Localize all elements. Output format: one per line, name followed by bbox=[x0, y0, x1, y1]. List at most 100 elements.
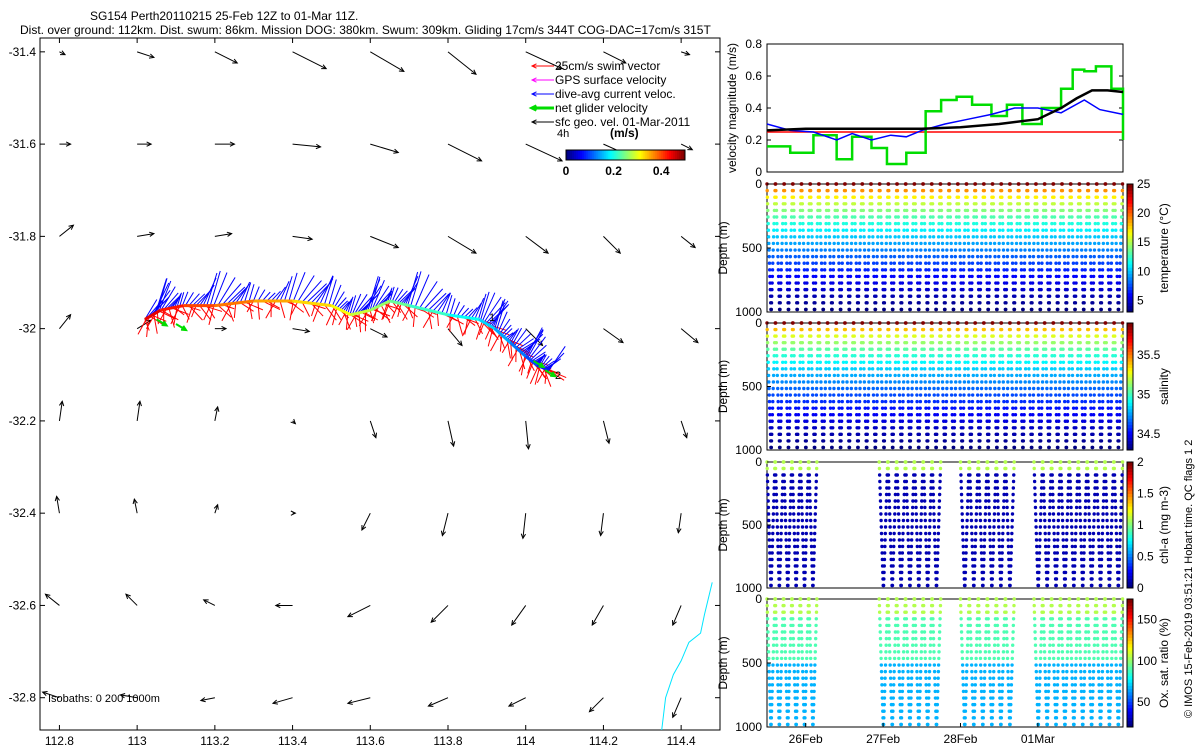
profile-point-chl bbox=[791, 499, 796, 503]
dac-vector bbox=[163, 292, 179, 310]
profile-point-salinity bbox=[1087, 347, 1091, 351]
profile-point-salinity bbox=[909, 413, 913, 417]
profile-point-temperature bbox=[788, 268, 792, 272]
profile-point-chl bbox=[775, 512, 779, 516]
profile-point-chl bbox=[879, 531, 884, 536]
profile-point-salinity bbox=[803, 419, 807, 423]
profile-point-salinity bbox=[1092, 399, 1096, 404]
profile-point-temperature bbox=[1026, 215, 1031, 219]
profile-point-salinity bbox=[919, 367, 924, 371]
profile-point-temperature bbox=[923, 228, 927, 232]
profile-point-salinity bbox=[786, 445, 790, 450]
profile-point-chl bbox=[918, 551, 922, 555]
profile-point-salinity bbox=[1105, 386, 1110, 391]
profile-point-chl bbox=[1039, 499, 1043, 503]
profile-point-salinity bbox=[906, 393, 910, 397]
profile-point-salinity bbox=[953, 393, 958, 397]
profile-point-temperature bbox=[992, 215, 996, 219]
profile-point-salinity bbox=[853, 354, 857, 358]
profile-point-chl bbox=[1007, 570, 1011, 575]
profile-point-temperature bbox=[951, 307, 955, 312]
profile-point-salinity bbox=[819, 393, 824, 397]
profile-point-temperature bbox=[887, 202, 891, 206]
profile-point-temperature bbox=[987, 268, 992, 272]
profile-point-salinity bbox=[1040, 399, 1044, 404]
profile-point-chl bbox=[1062, 557, 1066, 562]
profile-point-chl bbox=[1048, 492, 1053, 497]
profile-point-chl bbox=[808, 505, 813, 510]
profile-point-salinity bbox=[996, 406, 1001, 410]
profile-point-salinity bbox=[1026, 340, 1030, 345]
profile-point-temperature bbox=[931, 228, 936, 232]
profile-point-salinity bbox=[855, 439, 860, 443]
profile-point-temperature bbox=[864, 287, 868, 292]
colorbar-cell bbox=[673, 150, 676, 160]
dac-vector bbox=[501, 324, 512, 336]
profile-point-temperature bbox=[923, 241, 927, 246]
profile-point-salinity bbox=[872, 426, 877, 430]
profile-point-salinity bbox=[957, 347, 961, 351]
profile-point-salinity bbox=[936, 380, 941, 384]
surface-velocity-arrow-head bbox=[430, 617, 437, 624]
profile-point-salinity bbox=[817, 327, 822, 332]
profile-point-salinity bbox=[948, 360, 953, 365]
profile-point-chl bbox=[965, 531, 969, 536]
y-tick-label: -32.4 bbox=[9, 506, 37, 520]
colorbar-cell-temperature bbox=[1127, 206, 1133, 211]
profile-point-salinity bbox=[844, 360, 849, 365]
profile-point-temperature bbox=[780, 235, 784, 239]
profile-point-temperature bbox=[1006, 221, 1011, 226]
profile-point-salinity bbox=[850, 367, 854, 371]
profile-point-chl bbox=[1041, 460, 1045, 464]
profile-point-salinity bbox=[1031, 399, 1035, 404]
profile-point-temperature bbox=[1053, 235, 1057, 239]
profile-point-chl bbox=[1060, 499, 1064, 503]
profile-point-temperature bbox=[897, 248, 902, 252]
profile-point-salinity bbox=[958, 406, 963, 410]
profile-point-chl bbox=[995, 492, 1000, 497]
profile-point-temperature bbox=[948, 202, 952, 206]
profile-point-salinity bbox=[1054, 393, 1058, 397]
profile-point-chl bbox=[1057, 505, 1061, 510]
profile-point-salinity bbox=[1029, 445, 1034, 450]
profile-point-temperature bbox=[1113, 202, 1117, 206]
profile-point-salinity bbox=[815, 380, 819, 384]
dac-vector bbox=[414, 274, 430, 308]
profile-point-temperature bbox=[1072, 301, 1077, 305]
dac-vector bbox=[340, 301, 350, 311]
profile-point-salinity bbox=[788, 399, 792, 404]
surface-velocity-arrow bbox=[136, 319, 152, 330]
profile-point-salinity bbox=[942, 419, 946, 423]
profile-point-salinity bbox=[1037, 419, 1041, 423]
profile-point-chl bbox=[1012, 460, 1016, 464]
profile-point-salinity bbox=[1063, 413, 1067, 417]
profile-point-salinity bbox=[784, 373, 788, 378]
profile-point-chl bbox=[780, 505, 784, 510]
profile-point-temperature bbox=[1063, 281, 1068, 285]
profile-point-salinity bbox=[1083, 399, 1088, 404]
profile-point-temperature bbox=[779, 261, 784, 265]
profile-point-chl bbox=[1042, 512, 1047, 516]
profile-point-temperature bbox=[1003, 294, 1007, 298]
profile-point-temperature bbox=[1097, 248, 1101, 252]
profile-point-salinity bbox=[818, 354, 822, 358]
profile-point-temperature bbox=[870, 221, 875, 226]
profile-point-salinity bbox=[797, 393, 801, 397]
swim-vector bbox=[332, 307, 338, 326]
profile-point-chl bbox=[938, 479, 942, 484]
colorbar-cell bbox=[587, 150, 591, 160]
profile-point-chl bbox=[904, 479, 909, 484]
profile-point-chl bbox=[924, 557, 929, 562]
profile-point-salinity bbox=[906, 399, 911, 404]
profile-point-salinity bbox=[890, 445, 895, 450]
profile-point-salinity bbox=[948, 347, 952, 351]
profile-point-salinity bbox=[1104, 340, 1108, 345]
profile-point-salinity bbox=[971, 373, 976, 378]
profile-point-chl bbox=[991, 551, 995, 555]
profile-point-temperature bbox=[768, 294, 773, 298]
dac-vector bbox=[419, 281, 438, 309]
profile-point-chl bbox=[987, 505, 991, 510]
profile-point-chl bbox=[1010, 531, 1014, 536]
profile-point-salinity bbox=[1057, 399, 1062, 404]
profile-point-salinity bbox=[933, 413, 937, 417]
